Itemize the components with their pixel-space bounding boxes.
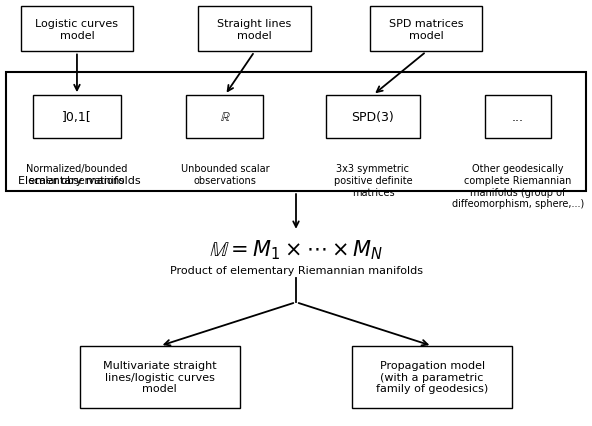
Text: ...: ... bbox=[512, 111, 524, 124]
FancyBboxPatch shape bbox=[6, 72, 586, 192]
FancyBboxPatch shape bbox=[326, 96, 420, 138]
Text: $\mathbb{R}$: $\mathbb{R}$ bbox=[220, 111, 230, 124]
Text: ]0,1[: ]0,1[ bbox=[62, 111, 92, 124]
Text: $\mathbb{M} = M_1 \times \cdots \times M_N$: $\mathbb{M} = M_1 \times \cdots \times M… bbox=[209, 237, 383, 261]
FancyBboxPatch shape bbox=[33, 96, 121, 138]
FancyBboxPatch shape bbox=[485, 96, 551, 138]
Text: Logistic curves
model: Logistic curves model bbox=[36, 19, 118, 40]
Text: SPD matrices
model: SPD matrices model bbox=[389, 19, 464, 40]
Text: 3x3 symmetric
positive definite
matrices: 3x3 symmetric positive definite matrices bbox=[334, 164, 412, 197]
FancyBboxPatch shape bbox=[21, 7, 133, 52]
FancyBboxPatch shape bbox=[370, 7, 482, 52]
Text: Normalized/bounded
scalar observations: Normalized/bounded scalar observations bbox=[26, 164, 128, 186]
Text: Straight lines
model: Straight lines model bbox=[217, 19, 292, 40]
FancyBboxPatch shape bbox=[186, 96, 263, 138]
FancyBboxPatch shape bbox=[352, 346, 512, 408]
Text: Other geodesically
complete Riemannian
manifolds (group of
diffeomorphism, spher: Other geodesically complete Riemannian m… bbox=[452, 164, 584, 209]
Text: Unbounded scalar
observations: Unbounded scalar observations bbox=[181, 164, 269, 186]
FancyBboxPatch shape bbox=[198, 7, 311, 52]
Text: SPD(3): SPD(3) bbox=[352, 111, 394, 124]
FancyBboxPatch shape bbox=[80, 346, 240, 408]
Text: Propagation model
(with a parametric
family of geodesics): Propagation model (with a parametric fam… bbox=[376, 360, 488, 394]
Text: Product of elementary Riemannian manifolds: Product of elementary Riemannian manifol… bbox=[169, 265, 423, 276]
Text: Elementary manifolds: Elementary manifolds bbox=[18, 176, 140, 185]
Text: Multivariate straight
lines/logistic curves
model: Multivariate straight lines/logistic cur… bbox=[103, 360, 217, 394]
